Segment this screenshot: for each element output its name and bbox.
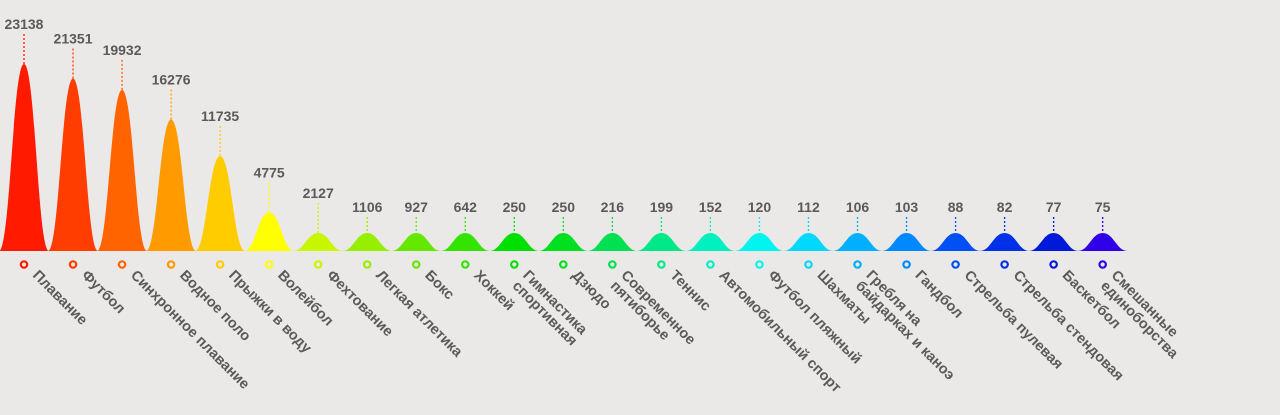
- bar: [293, 233, 344, 251]
- bar: [832, 233, 883, 251]
- data-label: 199: [650, 199, 674, 215]
- data-label: 21351: [54, 30, 93, 46]
- data-label: 120: [748, 199, 772, 215]
- data-label: 2127: [303, 185, 334, 201]
- category-label: Дзюдо: [569, 268, 614, 313]
- category-label: Бокс: [421, 268, 457, 304]
- category-marker: [755, 260, 764, 269]
- bar: [734, 233, 785, 251]
- category-marker: [559, 260, 568, 269]
- category-marker: [411, 260, 421, 269]
- category-marker: [19, 260, 29, 269]
- data-label: 75: [1095, 199, 1111, 215]
- bar: [1077, 233, 1128, 251]
- data-label: 103: [895, 199, 919, 215]
- category-marker: [68, 260, 78, 269]
- bar: [97, 89, 148, 252]
- bar: [930, 233, 981, 251]
- data-label: 1106: [352, 199, 383, 215]
- bar: [979, 233, 1030, 251]
- category-label: Прыжки в воду: [225, 268, 314, 357]
- data-label: 16276: [152, 71, 191, 87]
- category-marker: [1098, 260, 1107, 269]
- category-marker: [215, 260, 225, 269]
- bar: [538, 233, 589, 251]
- category-marker: [1049, 260, 1058, 269]
- category-label: Хоккей: [470, 268, 517, 315]
- category-marker: [657, 260, 666, 269]
- category-marker: [264, 260, 274, 269]
- category-marker: [166, 260, 176, 269]
- data-label: 250: [503, 199, 527, 215]
- bar: [391, 233, 442, 251]
- data-label: 642: [454, 199, 478, 215]
- category-label: Стрельба пулевая: [961, 268, 1066, 373]
- data-label: 19932: [103, 42, 142, 58]
- bar: [48, 78, 99, 251]
- category-label: Футбол пляжный: [765, 268, 865, 368]
- data-label: 4775: [254, 164, 285, 180]
- bar: [342, 233, 393, 251]
- bar: [440, 233, 491, 251]
- data-label: 88: [948, 199, 964, 215]
- bar: [636, 233, 687, 251]
- data-label: 106: [846, 199, 870, 215]
- category-marker: [460, 260, 470, 269]
- bar: [195, 156, 246, 251]
- category-label: Футбол: [78, 268, 128, 318]
- category-marker: [117, 260, 127, 269]
- category-marker: [804, 260, 813, 269]
- data-label: 216: [601, 199, 625, 215]
- category-label: Теннис: [667, 268, 714, 315]
- bar: [489, 233, 540, 251]
- data-label: 152: [699, 199, 723, 215]
- category-marker: [313, 260, 323, 269]
- category-marker: [951, 260, 960, 269]
- category-marker: [608, 260, 617, 269]
- bar: [244, 212, 295, 251]
- category-marker: [1000, 260, 1009, 269]
- bar: [587, 233, 638, 251]
- data-label: 77: [1046, 199, 1062, 215]
- bar: [1028, 233, 1079, 251]
- data-label: 11735: [201, 108, 239, 124]
- data-label: 82: [997, 199, 1013, 215]
- category-label: Легкая атлетика: [372, 268, 465, 361]
- data-label: 112: [797, 199, 820, 215]
- chart-marks: 23138Плавание21351Футбол19932Синхронное …: [0, 16, 1182, 396]
- bar: [881, 233, 932, 251]
- bar: [0, 64, 49, 251]
- category-marker: [509, 260, 519, 269]
- data-label: 23138: [5, 16, 44, 32]
- category-label: Гребля набайдарках и каноэ: [852, 268, 968, 384]
- category-marker: [362, 260, 372, 269]
- category-marker: [853, 260, 862, 269]
- data-label: 927: [405, 199, 429, 215]
- data-label: 250: [552, 199, 576, 215]
- bar: [783, 233, 834, 251]
- bar: [146, 119, 197, 252]
- bar: [685, 233, 736, 251]
- category-marker: [706, 260, 715, 269]
- category-marker: [902, 260, 911, 269]
